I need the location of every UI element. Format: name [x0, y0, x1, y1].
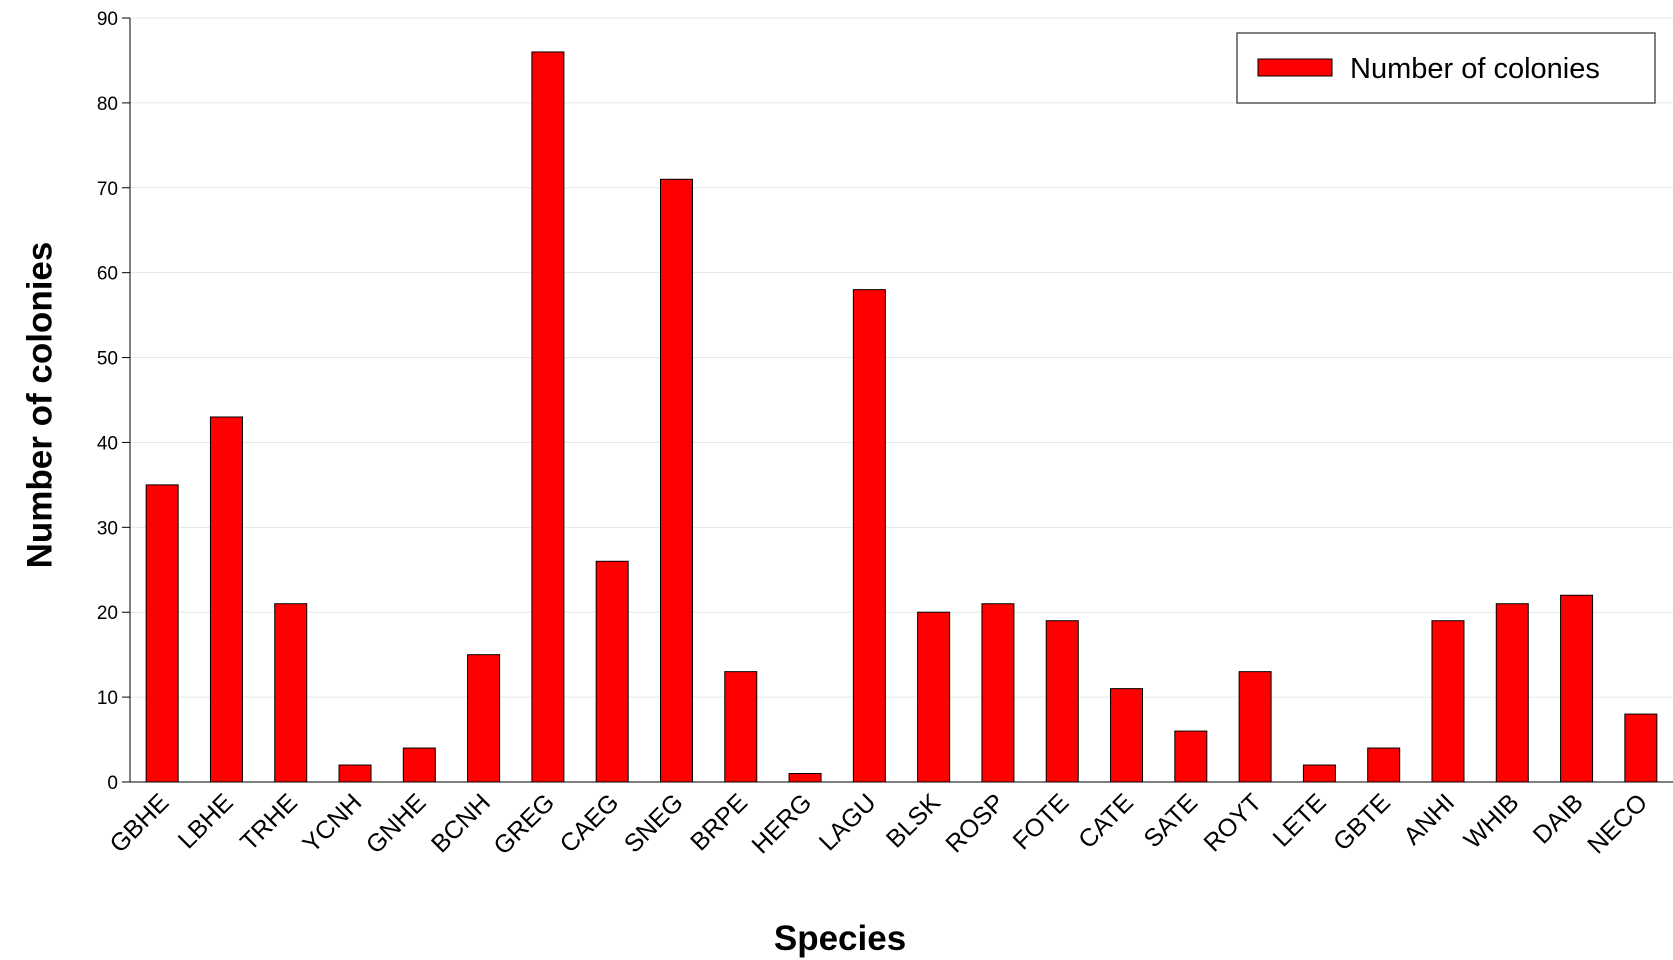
x-tick-label: WHIB: [1459, 788, 1525, 854]
x-tick-label: ROSP: [940, 788, 1010, 858]
x-tick-label: LETE: [1268, 788, 1332, 852]
x-tick-label: BRPE: [685, 788, 753, 856]
y-tick-label: 70: [97, 179, 118, 200]
bar-herg: [788, 773, 822, 783]
bar-caeg: [595, 560, 629, 783]
y-tick-label: 30: [97, 518, 118, 539]
bar-blsk: [917, 611, 951, 783]
x-tick-label: ANHI: [1398, 788, 1460, 850]
x-axis: GBHELBHETRHEYCNHGNHEBCNHGREGCAEGSNEGBRPE…: [104, 781, 1673, 860]
x-tick-label: FOTE: [1008, 788, 1075, 855]
bar-gnhe: [402, 747, 436, 783]
x-tick-label: GBTE: [1328, 788, 1396, 856]
x-tick-label: LBHE: [173, 788, 239, 854]
bar-lagu: [852, 289, 886, 783]
x-tick-label: LAGU: [814, 788, 882, 856]
bar-sate: [1174, 730, 1208, 783]
legend-label: Number of colonies: [1350, 53, 1600, 85]
gridlines: [130, 17, 1673, 698]
x-tick-label: GNHE: [361, 788, 432, 859]
y-tick-label: 0: [107, 773, 118, 794]
bar-gbte: [1367, 747, 1401, 783]
x-tick-label: CAEG: [555, 788, 625, 858]
x-tick-label: NECO: [1582, 788, 1653, 859]
x-tick-label: SNEG: [619, 788, 689, 858]
x-tick-label: CATE: [1073, 788, 1139, 854]
bar-sneg: [659, 178, 693, 783]
y-tick-label: 10: [97, 688, 118, 709]
bar-cate: [1110, 688, 1144, 783]
x-tick-label: YCNH: [297, 788, 367, 858]
bar-daib: [1560, 594, 1594, 783]
bar-anhi: [1431, 620, 1465, 783]
x-tick-label: DAIB: [1528, 788, 1589, 849]
bar-gbhe: [145, 484, 179, 783]
y-tick-label: 50: [97, 349, 118, 370]
bar-rosp: [981, 603, 1015, 783]
x-tick-label: GREG: [488, 788, 560, 860]
x-tick-label: ROYT: [1198, 788, 1267, 857]
x-tick-label: TRHE: [235, 788, 303, 856]
bar-ycnh: [338, 764, 372, 783]
x-tick-label: BLSK: [881, 788, 946, 853]
legend-swatch: [1257, 58, 1333, 77]
bar-lbhe: [209, 416, 243, 783]
bar-lete: [1302, 764, 1336, 783]
y-tick-label: 20: [97, 603, 118, 624]
x-tick-label: HERG: [746, 788, 817, 859]
y-tick-label: 80: [97, 94, 118, 115]
x-tick-label: SATE: [1138, 788, 1203, 853]
y-tick-label: 60: [97, 264, 118, 285]
bar-greg: [531, 51, 565, 783]
x-axis-title: Species: [774, 919, 906, 958]
y-axis: 0 10 20 30 40 50 60 70 80 90: [97, 9, 131, 794]
bar-whib: [1495, 603, 1529, 783]
bar-brpe: [724, 671, 758, 783]
bar-royt: [1238, 671, 1272, 783]
x-tick-label: GBHE: [104, 788, 174, 858]
bar-neco: [1624, 713, 1658, 783]
bar-fote: [1045, 620, 1079, 783]
legend: Number of colonies: [1236, 32, 1656, 104]
x-tick-label: BCNH: [426, 788, 496, 858]
y-tick-label: 40: [97, 433, 118, 454]
y-axis-title: Number of colonies: [20, 242, 59, 569]
bar-bcnh: [467, 654, 501, 783]
y-tick-label: 90: [97, 9, 118, 30]
bars: [145, 51, 1658, 783]
bar-trhe: [274, 603, 308, 783]
